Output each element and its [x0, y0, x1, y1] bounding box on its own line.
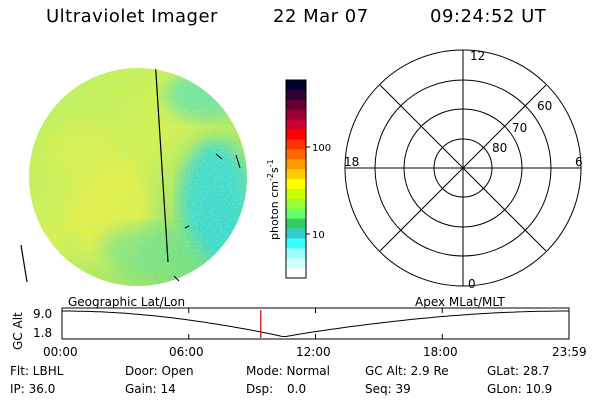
polar-lat-60: 60 [537, 99, 552, 113]
polar-label-0: 0 [468, 277, 476, 291]
timeline-x-4: 23:59 [552, 345, 587, 359]
timeline-y-top: 9.0 [33, 307, 52, 321]
colorbar-segment [286, 169, 306, 180]
colorbar-tick-100: 100 [312, 143, 331, 154]
colorbar-segment [286, 179, 306, 190]
colorbar-segment [286, 208, 306, 220]
footer-door: Door: Open [125, 364, 194, 378]
timeline-x-1: 06:00 [169, 345, 204, 359]
polar-label-6: 6 [575, 155, 583, 169]
footer-filter: Flt: LBHL [10, 364, 64, 378]
colorbar-segment [286, 228, 306, 239]
colorbar-unit-label: photon cm-2s-1 [266, 159, 281, 240]
colorbar-segment [286, 89, 306, 101]
instrument-title: Ultraviolet Imager [46, 6, 218, 27]
footer-dsp-label: Dsp: [246, 382, 274, 396]
polar-lat-80: 80 [492, 141, 507, 155]
timeline-x-0: 00:00 [43, 345, 78, 359]
colorbar-segment [286, 99, 306, 111]
colorbar-segment [286, 188, 306, 200]
colorbar-segment [286, 218, 306, 229]
polar-label-12: 12 [470, 49, 485, 63]
colorbar-segment [286, 198, 306, 210]
footer-gain: Gain: 14 [125, 382, 176, 396]
polar-grid [344, 49, 582, 287]
footer-dsp-value: 0.0 [287, 382, 307, 396]
polar-lat-70: 70 [512, 121, 527, 135]
footer-glat: GLat: 28.7 [487, 364, 550, 378]
colorbar-tick-10: 10 [312, 230, 325, 241]
colorbar-segment [286, 129, 306, 140]
colorbar-frame [285, 79, 307, 279]
time-label: 09:24:52 UT [430, 6, 547, 27]
colorbar-segment [286, 109, 306, 121]
polar-label-18: 18 [344, 155, 359, 169]
timeline-x-3: 18:00 [423, 345, 458, 359]
colorbar-segment [286, 159, 306, 170]
timeline-y-bottom: 1.8 [33, 326, 52, 340]
colorbar-segment [286, 139, 306, 150]
timeline-x-2: 12:00 [296, 345, 331, 359]
timeline-xticks [188, 308, 443, 339]
timeline-right-title: Apex MLat/MLT [415, 295, 505, 309]
footer-mode: Mode: Normal [246, 364, 330, 378]
date-label: 22 Mar 07 [273, 6, 369, 27]
colorbar-segment [286, 268, 306, 279]
altitude-curve [62, 310, 569, 338]
uv-image-disk [29, 68, 247, 286]
colorbar-segment [286, 80, 306, 91]
colorbar [286, 80, 306, 279]
timeline-left-title: Geographic Lat/Lon [68, 295, 185, 309]
footer-glon: GLon: 10.9 [487, 382, 553, 396]
colorbar-segment [286, 149, 306, 160]
colorbar-segment [286, 258, 306, 269]
footer-ip: IP: 36.0 [10, 382, 56, 396]
colorbar-segment [286, 248, 306, 259]
colorbar-segment [286, 119, 306, 130]
colorbar-segment [286, 238, 306, 249]
footer-seq: Seq: 39 [365, 382, 411, 396]
footer-gc-alt: GC Alt: 2.9 Re [365, 364, 449, 378]
timeline-y-label: GC Alt [11, 312, 25, 350]
